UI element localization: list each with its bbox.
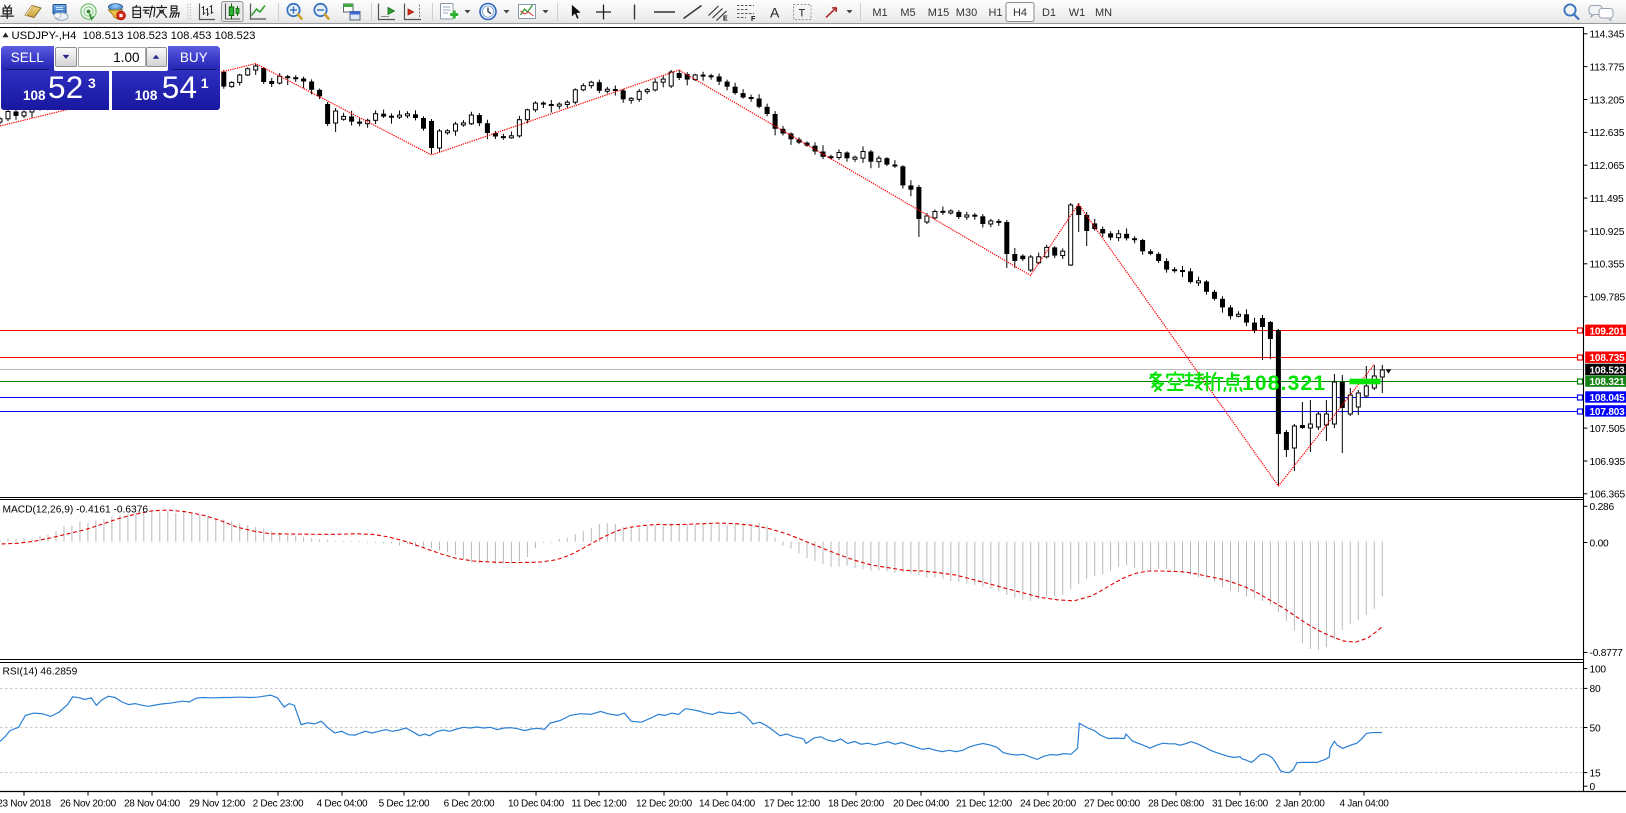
svg-text:108.321: 108.321 <box>1242 372 1326 395</box>
svg-text:27 Dec 00:00: 27 Dec 00:00 <box>1084 799 1141 810</box>
svg-text:23 Nov 2018: 23 Nov 2018 <box>0 799 51 810</box>
svg-text:110.355: 110.355 <box>1590 260 1625 271</box>
svg-text:108.523: 108.523 <box>1590 365 1626 376</box>
svg-text:0.286: 0.286 <box>1590 502 1615 513</box>
svg-text:2 Dec 23:00: 2 Dec 23:00 <box>253 799 304 810</box>
svg-text:28 Dec 08:00: 28 Dec 08:00 <box>1148 799 1205 810</box>
svg-text:USDJPY-,H4 108.513 108.523 10: USDJPY-,H4 108.513 108.523 108.453 108.5… <box>12 30 256 42</box>
svg-text:111.495: 111.495 <box>1590 194 1624 205</box>
svg-text:26 Nov 20:00: 26 Nov 20:00 <box>60 799 117 810</box>
svg-text:108.321: 108.321 <box>1590 377 1626 388</box>
svg-text:107.803: 107.803 <box>1590 407 1626 418</box>
svg-text:21 Dec 12:00: 21 Dec 12:00 <box>956 799 1013 810</box>
svg-text:106.365: 106.365 <box>1590 490 1626 501</box>
svg-text:4 Jan 04:00: 4 Jan 04:00 <box>1340 799 1390 810</box>
svg-text:MN: MN <box>1095 7 1112 19</box>
svg-text:18 Dec 20:00: 18 Dec 20:00 <box>828 799 885 810</box>
svg-text:W1: W1 <box>1069 7 1086 19</box>
svg-text:M30: M30 <box>956 7 977 19</box>
svg-text:11 Dec 12:00: 11 Dec 12:00 <box>571 799 627 810</box>
svg-text:29 Nov 12:00: 29 Nov 12:00 <box>189 799 246 810</box>
svg-text:2 Jan 20:00: 2 Jan 20:00 <box>1276 799 1326 810</box>
svg-text:4 Dec 04:00: 4 Dec 04:00 <box>317 799 368 810</box>
svg-text:F: F <box>751 16 756 23</box>
svg-text:20 Dec 04:00: 20 Dec 04:00 <box>893 799 950 810</box>
svg-text:113.775: 113.775 <box>1590 62 1625 73</box>
svg-text:6 Dec 20:00: 6 Dec 20:00 <box>444 799 495 810</box>
svg-text:108.735: 108.735 <box>1590 353 1626 364</box>
svg-text:0: 0 <box>1590 782 1596 793</box>
svg-text:17 Dec 12:00: 17 Dec 12:00 <box>764 799 821 810</box>
svg-text:MACD(12,26,9) -0.4161 -0.6376: MACD(12,26,9) -0.4161 -0.6376 <box>3 505 149 516</box>
svg-text:D1: D1 <box>1042 7 1056 19</box>
svg-text:31 Dec 16:00: 31 Dec 16:00 <box>1212 799 1269 810</box>
svg-text:M5: M5 <box>900 7 915 19</box>
svg-text:H1: H1 <box>988 7 1002 19</box>
svg-text:15: 15 <box>1590 768 1601 779</box>
svg-text:-0.8777: -0.8777 <box>1590 648 1624 659</box>
svg-text:108.045: 108.045 <box>1590 393 1626 404</box>
svg-text:112.065: 112.065 <box>1590 161 1625 172</box>
svg-text:12 Dec 20:00: 12 Dec 20:00 <box>636 799 693 810</box>
svg-text:110.925: 110.925 <box>1590 227 1625 238</box>
svg-text:114.345: 114.345 <box>1590 30 1625 41</box>
svg-text:E: E <box>723 16 728 23</box>
svg-text:80: 80 <box>1590 684 1601 695</box>
svg-text:50: 50 <box>1590 723 1601 734</box>
svg-text:H4: H4 <box>1013 7 1027 19</box>
svg-text:24 Dec 20:00: 24 Dec 20:00 <box>1020 799 1077 810</box>
svg-text:109.201: 109.201 <box>1590 326 1626 337</box>
svg-text:5 Dec 12:00: 5 Dec 12:00 <box>379 799 430 810</box>
svg-text:T: T <box>799 8 806 20</box>
svg-text:14 Dec 04:00: 14 Dec 04:00 <box>699 799 756 810</box>
svg-text:106.935: 106.935 <box>1590 457 1626 468</box>
svg-text:0.00: 0.00 <box>1590 538 1610 549</box>
svg-text:28 Nov 04:00: 28 Nov 04:00 <box>124 799 181 810</box>
svg-text:10 Dec 04:00: 10 Dec 04:00 <box>508 799 565 810</box>
svg-text:113.205: 113.205 <box>1590 95 1625 106</box>
svg-text:100: 100 <box>1590 664 1607 675</box>
svg-text:RSI(14) 46.2859: RSI(14) 46.2859 <box>3 666 78 677</box>
svg-text:109.785: 109.785 <box>1590 293 1626 304</box>
svg-text:A: A <box>770 5 780 21</box>
svg-text:M15: M15 <box>928 7 949 19</box>
svg-text:112.635: 112.635 <box>1590 128 1625 139</box>
svg-text:M1: M1 <box>872 7 887 19</box>
svg-text:107.505: 107.505 <box>1590 424 1626 435</box>
